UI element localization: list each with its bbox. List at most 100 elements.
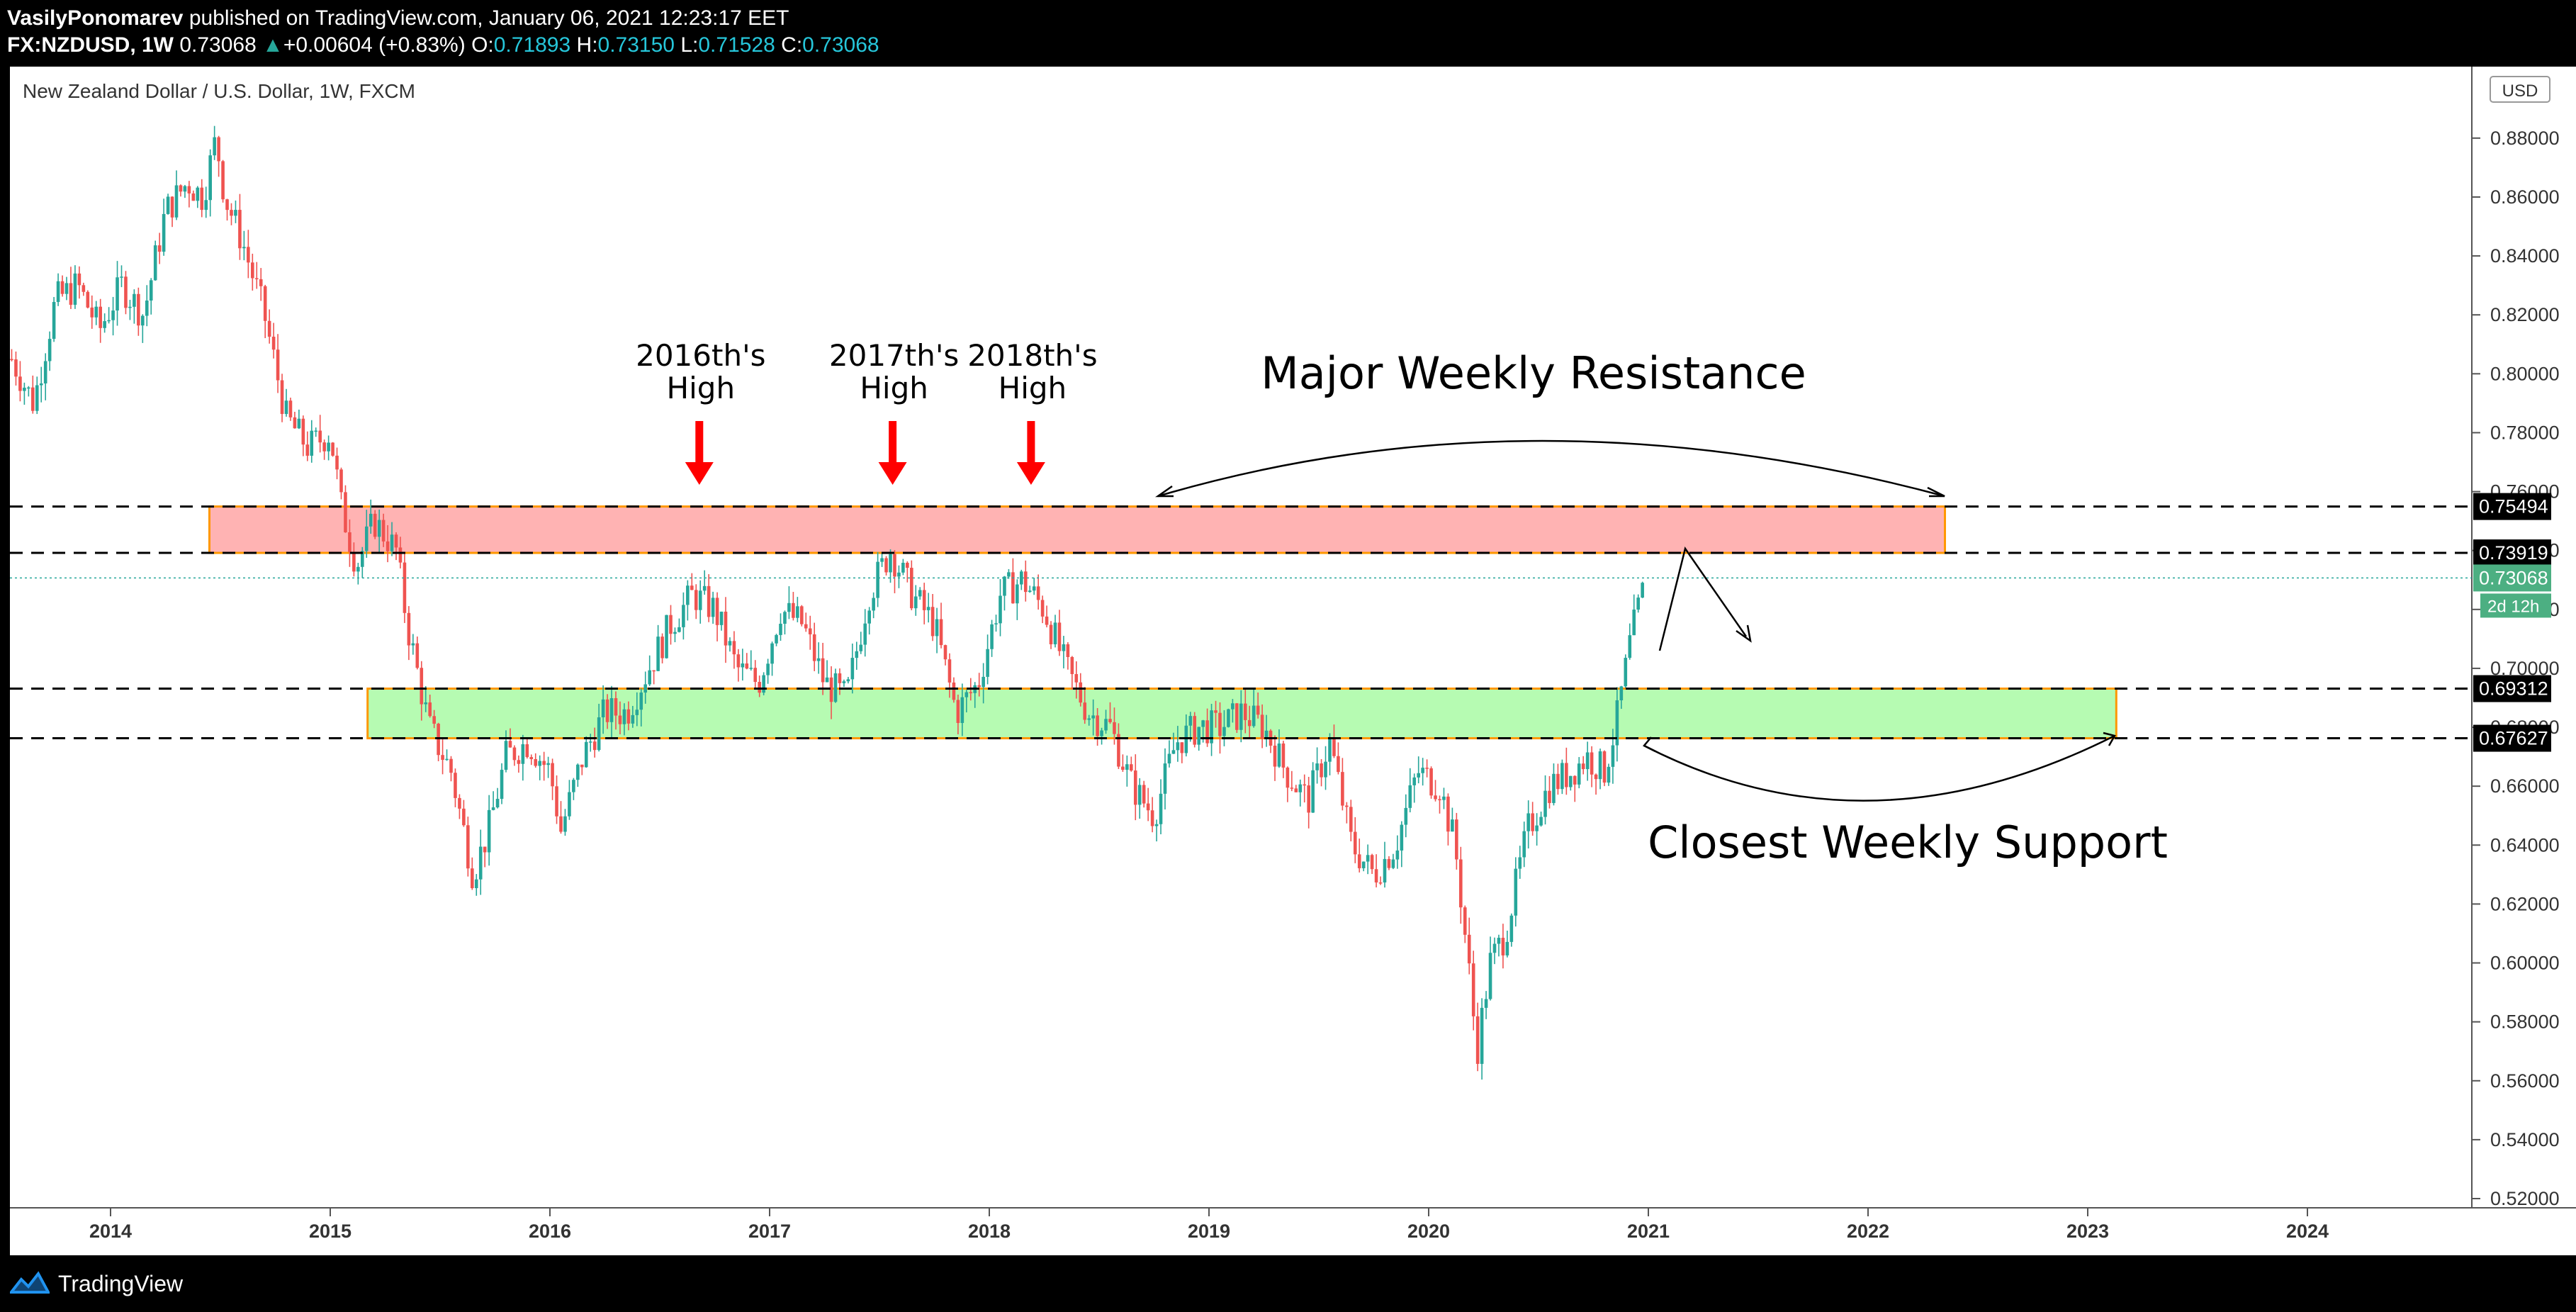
candle-body <box>694 590 698 610</box>
candle-body <box>913 596 918 609</box>
currency-label: USD <box>2502 82 2538 101</box>
candle-body <box>538 761 541 766</box>
candle-body <box>1303 784 1307 786</box>
candle-body <box>829 677 833 702</box>
level-label-bg <box>2473 675 2551 702</box>
candle-body <box>1256 705 1260 715</box>
candle-body <box>213 137 216 156</box>
candle-body <box>517 760 521 764</box>
candle-body <box>14 359 18 377</box>
candle-body <box>753 668 758 683</box>
y-tick-label: 0.66000 <box>2490 775 2560 797</box>
candle-body <box>1214 710 1217 713</box>
candle-body <box>254 278 259 279</box>
candle-body <box>1252 705 1256 727</box>
candle-body <box>445 758 449 761</box>
candle-body <box>1154 824 1159 826</box>
author-name[interactable]: VasilyPonomarev <box>7 6 184 30</box>
brand-name: TradingView <box>58 1270 184 1296</box>
support-arrowhead-right <box>2103 731 2116 746</box>
candle-body <box>90 307 94 318</box>
candle-body <box>749 668 753 669</box>
candle-body <box>1531 813 1534 831</box>
high_2016-arrow-head <box>685 462 714 485</box>
candle-body <box>225 199 229 211</box>
candle-body <box>977 685 981 688</box>
last-price-label: 0.73068 <box>2479 567 2548 588</box>
candle-body <box>1023 571 1028 593</box>
candle-body <box>1193 716 1197 745</box>
candle-body <box>1577 763 1581 785</box>
candle-body <box>124 276 128 308</box>
candle-body <box>1133 770 1137 805</box>
candle-body <box>1607 766 1611 783</box>
candle-body <box>1611 745 1615 767</box>
candle-body <box>808 628 812 634</box>
high_2016-label-line1: 2016th's <box>636 338 765 373</box>
price-chart[interactable]: New Zealand Dollar / U.S. Dollar, 1W, FX… <box>10 67 2576 1255</box>
candle-body <box>833 673 838 702</box>
candle-body <box>682 605 685 627</box>
candle-body <box>1488 953 1492 999</box>
support-arrowhead-left <box>1643 736 1656 753</box>
candle-body <box>1222 727 1226 736</box>
candle-body <box>1079 682 1083 703</box>
candle-body <box>242 247 246 249</box>
candle-body <box>1176 742 1180 751</box>
countdown-bg <box>2480 593 2551 618</box>
candle-body <box>1624 658 1628 687</box>
chart-area[interactable]: New Zealand Dollar / U.S. Dollar, 1W, FX… <box>10 67 2576 1255</box>
candle-body <box>1100 730 1103 736</box>
published-text: published on TradingView.com, January 06… <box>189 6 789 30</box>
high_2018-label-line1: 2018th's <box>967 338 1097 373</box>
candle-body <box>454 773 457 798</box>
candle-body <box>1320 763 1323 778</box>
candle-body <box>133 293 136 307</box>
candle-body <box>1463 907 1467 935</box>
candle-body <box>1104 719 1108 731</box>
x-tick-label: 2018 <box>968 1221 1011 1242</box>
y-tick-label: 0.80000 <box>2490 363 2560 384</box>
candle-body <box>1328 737 1332 762</box>
candle-body <box>166 196 170 214</box>
candle-body <box>47 339 52 361</box>
candle-body <box>1003 576 1006 596</box>
candle-body <box>1357 854 1361 868</box>
candle-body <box>1505 941 1509 955</box>
candle-body <box>1311 770 1315 813</box>
candle-body <box>1074 674 1079 683</box>
candle-body <box>1243 703 1247 720</box>
candle-body <box>1007 572 1011 577</box>
candle-body <box>901 562 905 573</box>
candle-body <box>230 210 233 216</box>
tradingview-logo[interactable]: TradingView <box>10 1269 183 1298</box>
candle-body <box>251 262 254 279</box>
candle-body <box>495 799 500 808</box>
candle-body <box>1049 624 1053 644</box>
level-label: 0.69312 <box>2479 678 2548 700</box>
candle-body <box>407 612 411 646</box>
candle-body <box>310 430 314 456</box>
plot-background <box>10 67 2472 1208</box>
currency-badge <box>2490 76 2550 103</box>
candle-body <box>555 786 558 817</box>
candle-body <box>10 359 13 361</box>
candle-body <box>1087 718 1091 720</box>
candle-body <box>639 693 643 710</box>
candle-body <box>301 418 305 445</box>
candle-body <box>711 598 715 617</box>
candle-body <box>111 310 115 320</box>
candle-body <box>1641 583 1644 598</box>
candle-body <box>758 682 761 693</box>
candle-body <box>1434 795 1437 800</box>
high-label: H: <box>576 33 598 57</box>
candle-body <box>1294 788 1298 792</box>
candle-body <box>1239 703 1243 730</box>
candle-body <box>736 654 741 668</box>
candle-body <box>276 349 280 381</box>
last-price-label-bg <box>2473 564 2551 592</box>
close-value: 0.73068 <box>802 33 879 57</box>
candle-body <box>327 442 330 452</box>
candle-body <box>1475 1016 1480 1064</box>
symbol-label[interactable]: FX:NZDUSD, 1W <box>7 33 174 57</box>
